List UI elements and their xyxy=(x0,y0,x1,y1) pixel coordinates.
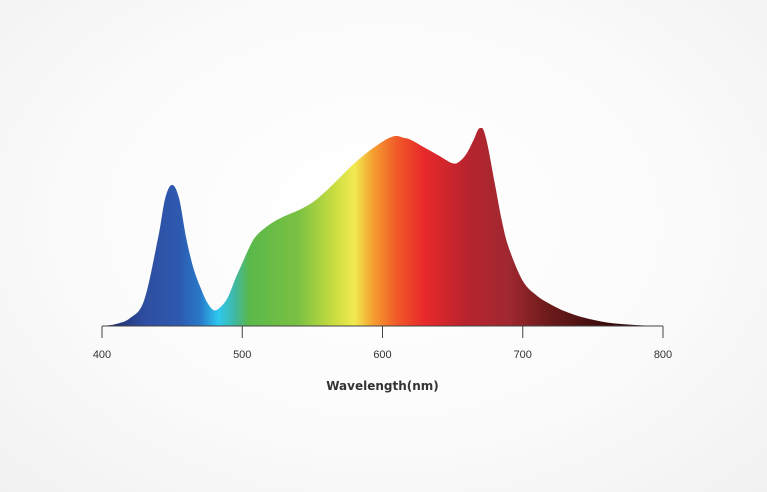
x-axis-title: Wavelength(nm) xyxy=(326,379,439,393)
spectrum-area xyxy=(102,127,663,326)
x-tick-label-500: 500 xyxy=(233,349,251,361)
x-tick-label-700: 700 xyxy=(514,349,532,361)
x-tick-label-800: 800 xyxy=(654,349,672,361)
x-tick-label-400: 400 xyxy=(93,349,111,361)
x-tick-label-600: 600 xyxy=(373,349,391,361)
x-axis-ticks: 400 500 600 700 800 xyxy=(93,326,672,361)
